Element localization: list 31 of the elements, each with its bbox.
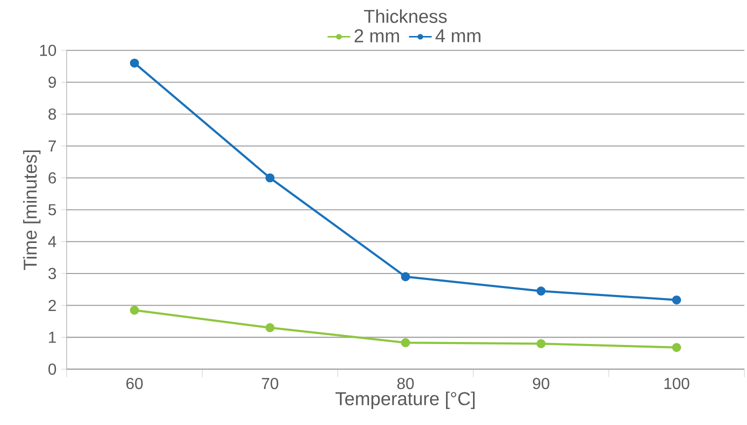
y-tick-label: 1: [49, 332, 56, 343]
x-tick-label: 70: [262, 378, 278, 390]
point: [265, 173, 275, 182]
point: [536, 339, 546, 348]
point: [536, 286, 546, 296]
y-tick-label: 0: [48, 363, 56, 375]
y-tick-label: 10: [40, 44, 56, 56]
y-tick-label: 5: [48, 204, 56, 216]
y-tick-label: 9: [48, 76, 56, 88]
y-tick-label: 4: [48, 236, 56, 248]
y-tick-label: 3: [48, 268, 56, 280]
x-tick-label: 100: [664, 378, 690, 390]
legend-title: Thickness: [364, 9, 447, 23]
point: [672, 342, 682, 352]
y-tick-label: 7: [48, 140, 56, 152]
point: [130, 58, 139, 68]
x-tick-label: 60: [126, 378, 143, 390]
legend-label: 2 mm: [354, 29, 399, 42]
x-tick-label: 90: [532, 378, 550, 390]
y-tick-label: 2: [48, 300, 56, 311]
point: [265, 323, 275, 332]
x-tick-label: 80: [397, 378, 414, 390]
y-tick-label: 6: [48, 172, 56, 184]
y-axis-title: Time [minutes]: [23, 150, 40, 270]
point: [400, 272, 410, 282]
point: [130, 306, 139, 315]
y-tick-label: 8: [48, 108, 56, 120]
point: [400, 338, 410, 348]
legend-label: 4 mm: [436, 29, 480, 42]
point: [672, 295, 682, 304]
x-axis-title: Temperature [°C]: [336, 392, 475, 409]
